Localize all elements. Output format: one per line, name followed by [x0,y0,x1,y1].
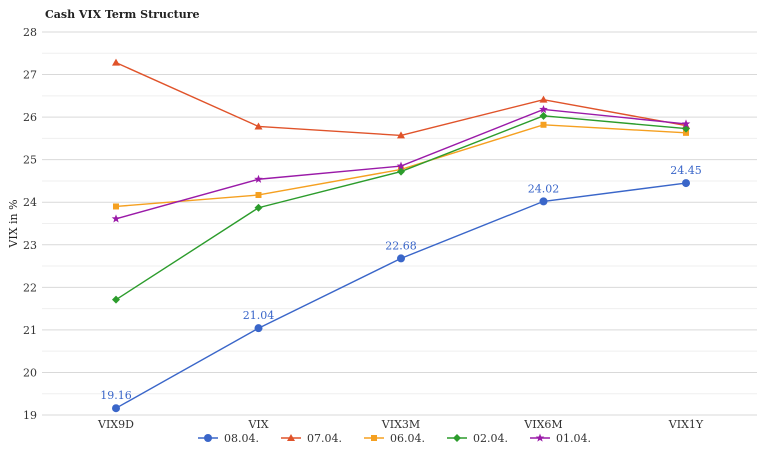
data-point [682,179,690,188]
data-label: 21.04 [243,309,275,322]
x-tick-label: VIX [247,418,268,431]
data-point [397,254,405,263]
y-axis-label: VIX in % [7,199,20,248]
data-point [112,295,120,304]
data-point [683,129,689,136]
chart-title: Cash VIX Term Structure [45,8,200,21]
y-tick-label: 26 [23,111,37,124]
y-tick-label: 21 [23,324,37,337]
data-label: 24.45 [670,164,702,177]
series-4 [112,111,690,304]
x-tick-label: VIX9D [97,418,134,431]
data-label: 19.16 [100,389,132,402]
grid-lines [42,31,757,416]
legend-label: 01.04. [556,432,591,445]
y-tick-label: 25 [23,154,37,167]
x-tick-label: VIX3M [381,418,420,431]
y-tick-label: 23 [23,239,37,252]
data-point [255,191,262,198]
data-point [539,111,548,120]
series-line [115,182,687,409]
data-point [681,119,691,128]
data-point [539,104,548,114]
data-label: 22.68 [385,239,417,252]
data-point [539,197,548,206]
legend-item: 08.04. [198,432,259,445]
data-point [540,121,547,128]
legend: 08.04. 07.04. 06.04. 02.04. 01.04. [198,432,591,445]
series-2 [112,58,690,139]
legend-marker [535,433,545,442]
legend-marker [453,434,461,442]
data-point [397,131,405,139]
y-tick-label: 24 [23,196,37,209]
y-tick-label: 27 [23,69,37,82]
legend-marker [287,434,295,441]
legend-item: 07.04. [281,432,342,445]
series-1: 19.16 21.04 22.68 24.02 24.45 [100,164,702,413]
legend-item: 06.04. [364,432,425,445]
legend-marker [371,435,377,441]
data-point [254,203,263,212]
data-point [539,95,548,103]
data-point [113,203,119,210]
data-label: 24.02 [528,182,560,195]
legend-item: 02.04. [447,432,508,445]
legend-label: 08.04. [224,432,259,445]
x-axis: VIX9D VIX VIX3M VIX6M VIX1Y [97,418,704,431]
data-point [397,167,405,176]
y-tick-label: 19 [23,409,37,422]
data-point [254,324,263,333]
data-point [112,404,120,413]
legend-label: 07.04. [307,432,342,445]
y-tick-label: 22 [23,281,37,294]
y-tick-label: 28 [23,26,37,39]
y-axis: 19 20 21 22 23 24 25 26 27 28 VIX in % [7,26,37,422]
legend-item: 01.04. [530,432,591,445]
data-point [254,122,263,130]
legend-label: 06.04. [390,432,425,445]
series-5 [111,104,691,223]
x-tick-label: VIX1Y [668,418,704,431]
legend-marker [204,434,212,442]
y-tick-label: 20 [23,366,37,379]
series-line [115,62,687,137]
legend-label: 02.04. [473,432,508,445]
data-point [254,174,263,183]
series-line [115,115,687,301]
data-point [111,214,121,223]
x-tick-label: VIX6M [523,418,562,431]
data-point [396,161,406,170]
data-point [112,58,120,66]
